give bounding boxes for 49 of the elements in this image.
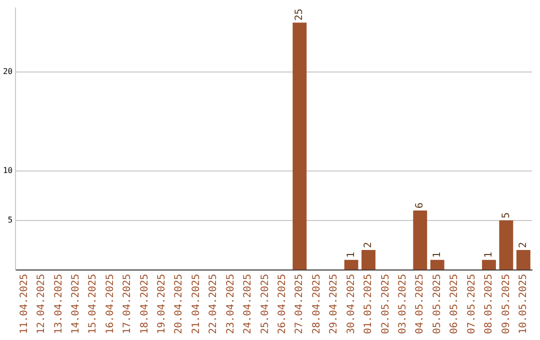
x-tick-label: 29.04.2025 <box>328 274 340 334</box>
x-tick-label: 10.05.2025 <box>518 274 529 334</box>
x-tick-label: 24.04.2025 <box>242 274 254 334</box>
x-tick-label: 11.04.2025 <box>18 274 30 334</box>
x-tick-label: 16.04.2025 <box>104 274 116 334</box>
x-tick-label: 01.05.2025 <box>363 274 374 334</box>
bar <box>344 260 358 270</box>
data-label: 1 <box>432 252 443 258</box>
x-tick-label: 05.05.2025 <box>432 274 443 334</box>
x-tick-label: 07.05.2025 <box>466 274 478 334</box>
x-tick-label: 22.04.2025 <box>208 274 220 334</box>
x-tick-label: 08.05.2025 <box>484 274 495 334</box>
data-label: 2 <box>518 242 529 248</box>
bar <box>482 260 496 270</box>
x-tick-label: 28.04.2025 <box>311 274 322 334</box>
x-tick-label: 12.04.2025 <box>36 274 48 334</box>
bar <box>362 250 376 270</box>
x-tick-label: 30.04.2025 <box>346 274 357 334</box>
x-tick-label: 03.05.2025 <box>398 274 408 334</box>
x-tick-label: 17.04.2025 <box>122 274 134 334</box>
data-label: 1 <box>484 252 495 258</box>
x-tick-label: 09.05.2025 <box>500 274 512 334</box>
x-tick-label: 13.04.2025 <box>53 274 64 334</box>
x-tick-label: 18.04.2025 <box>139 274 150 334</box>
data-label: 1 <box>346 252 357 258</box>
x-tick-label: 04.05.2025 <box>414 274 426 334</box>
y-tick-label: 5 <box>8 215 13 224</box>
x-tick-label: 06.05.2025 <box>449 274 460 334</box>
bar <box>292 22 307 270</box>
x-tick-label: 21.04.2025 <box>190 274 202 334</box>
bar <box>516 250 530 270</box>
data-label: 5 <box>500 212 512 218</box>
x-tick-label: 19.04.2025 <box>156 274 168 334</box>
x-tick-label: 20.04.2025 <box>174 274 185 334</box>
data-label: 25 <box>294 8 306 21</box>
data-label: 6 <box>414 202 426 208</box>
x-tick-label: 14.04.2025 <box>70 274 82 334</box>
x-tick-label: 02.05.2025 <box>380 274 392 334</box>
bar <box>430 260 444 270</box>
x-tick-label: 25.04.2025 <box>260 274 271 334</box>
data-label: 2 <box>363 242 374 248</box>
bar <box>413 210 428 270</box>
y-tick-label: 20 <box>2 67 13 76</box>
y-tick-label: 10 <box>2 166 13 176</box>
x-tick-label: 23.04.2025 <box>225 274 236 334</box>
x-tick-label: 27.04.2025 <box>294 274 306 334</box>
x-tick-label: 26.04.2025 <box>277 274 288 334</box>
bar <box>499 220 514 270</box>
x-tick-label: 15.04.2025 <box>88 274 99 334</box>
